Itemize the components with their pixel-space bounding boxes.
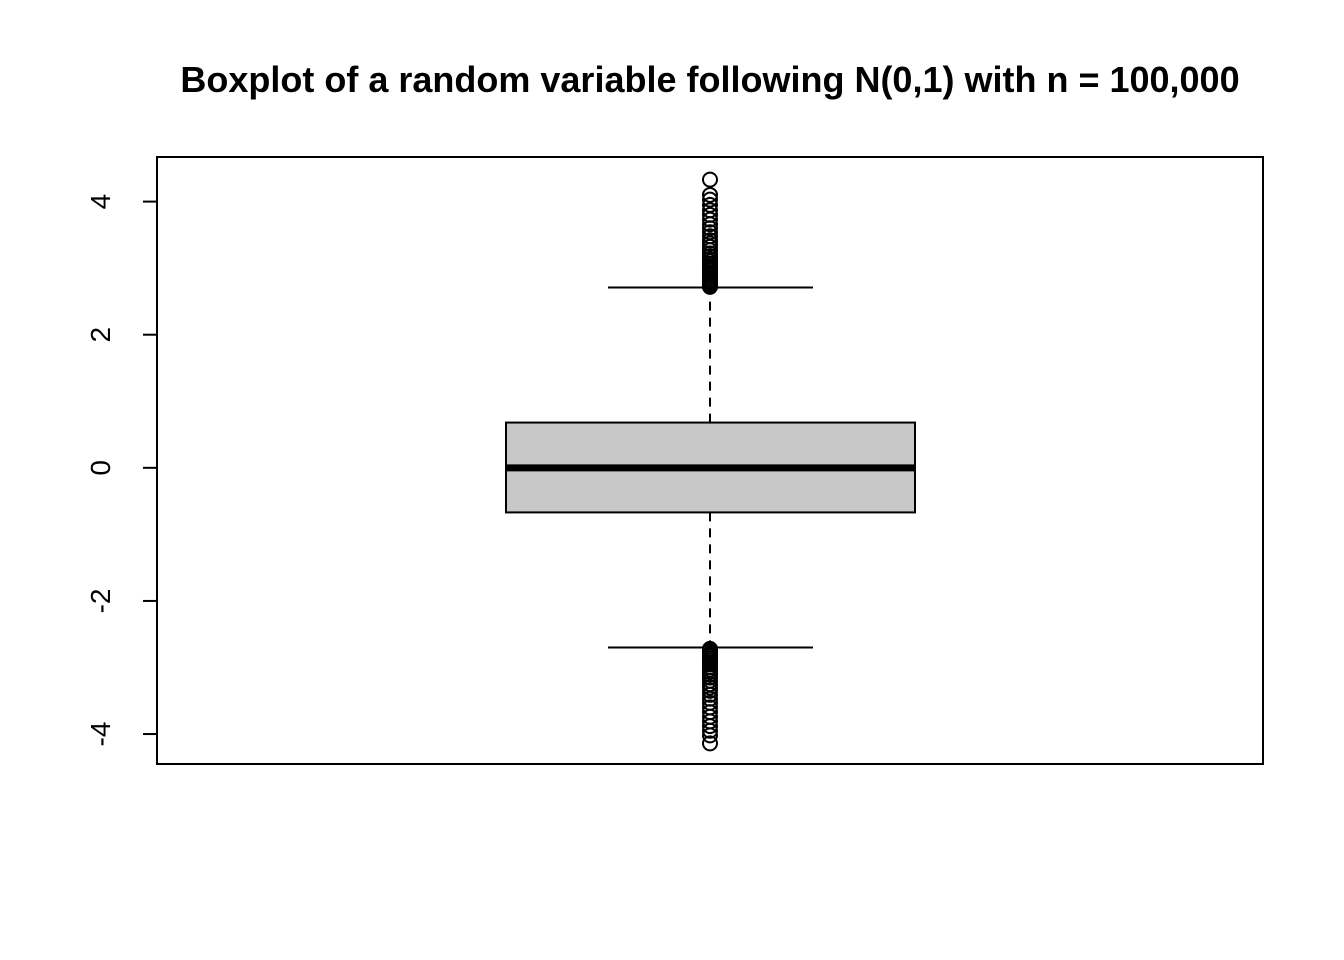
outlier-point — [702, 718, 718, 735]
outlier-point — [702, 224, 718, 241]
outlier-point — [702, 228, 718, 245]
outlier-point — [702, 171, 718, 188]
outlier-point — [702, 686, 718, 703]
outliers — [702, 171, 718, 752]
outlier-point — [702, 727, 718, 744]
outlier-point — [702, 202, 718, 219]
y-tick-label: 4 — [85, 194, 116, 210]
box-group — [505, 421, 916, 514]
y-tick-label: -2 — [85, 588, 116, 613]
chart-title: Boxplot of a random variable following N… — [180, 59, 1239, 100]
y-tick-label: -4 — [85, 722, 116, 747]
outlier-point — [702, 206, 718, 223]
outlier-point — [702, 722, 718, 739]
y-tick-label: 0 — [85, 460, 116, 476]
y-axis: -4 -2 0 2 4 — [85, 194, 158, 747]
y-tick-label: 2 — [85, 327, 116, 343]
outlier-point — [702, 232, 718, 249]
outlier-point — [702, 186, 718, 203]
outlier-point — [702, 735, 718, 752]
outlier-point — [702, 682, 718, 699]
outlier-point — [702, 196, 718, 213]
outlier-point — [702, 191, 718, 208]
